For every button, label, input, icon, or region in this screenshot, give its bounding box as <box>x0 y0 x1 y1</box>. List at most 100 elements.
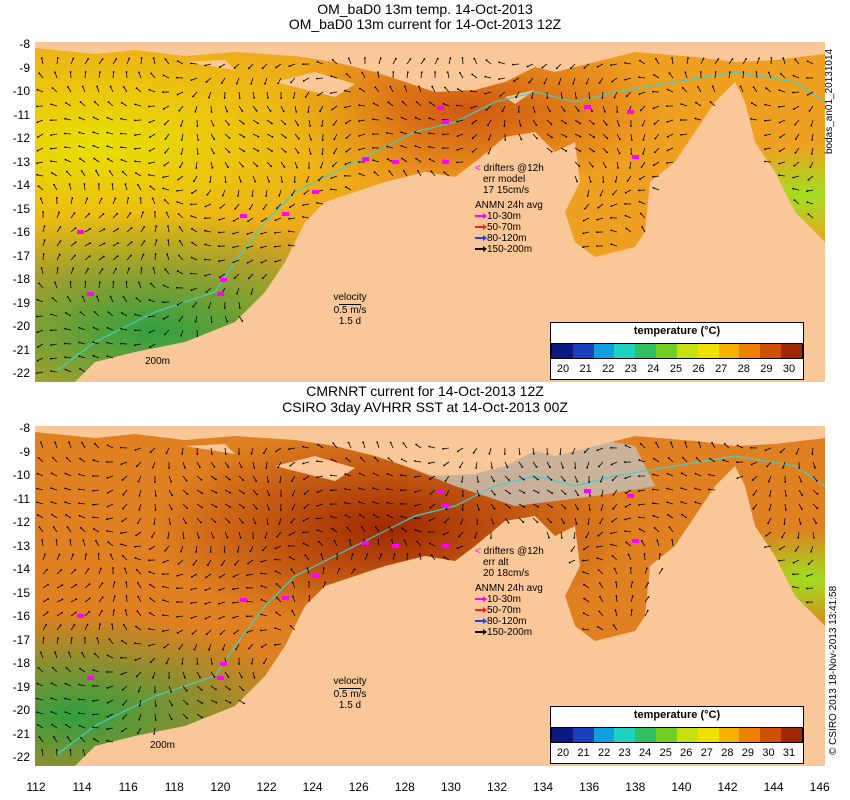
current-arrow <box>125 610 128 617</box>
current-arrowhead <box>646 567 648 570</box>
current-arrow <box>205 273 212 276</box>
current-arrowhead <box>279 481 281 483</box>
current-arrow <box>166 447 170 454</box>
current-arrowhead <box>192 305 195 308</box>
current-arrow <box>177 573 184 577</box>
current-arrowhead <box>778 89 781 91</box>
current-arrow <box>154 226 157 233</box>
current-arrow <box>359 147 366 150</box>
current-arrow <box>345 161 352 165</box>
current-arrowhead <box>345 150 348 153</box>
current-arrowhead <box>444 86 446 89</box>
current-arrow <box>612 475 618 481</box>
current-arrowhead <box>219 633 222 635</box>
colorbar-tick-label: 29 <box>760 363 773 375</box>
top-map-title: OM_baD0 13m temp. 14-Oct-2013 <box>317 1 533 17</box>
current-arrowhead <box>684 71 687 74</box>
current-arrow <box>65 356 72 359</box>
current-arrowhead <box>115 58 118 60</box>
current-arrow <box>122 685 128 691</box>
current-arrow <box>782 58 786 65</box>
current-arrow <box>602 119 608 125</box>
current-arrowhead <box>508 479 511 482</box>
current-arrowhead <box>150 282 152 285</box>
current-arrowhead <box>92 726 94 728</box>
current-arrow <box>779 89 786 93</box>
current-arrowhead <box>155 239 158 242</box>
current-arrowhead <box>40 57 43 59</box>
current-arrow <box>667 89 674 93</box>
current-arrow <box>51 487 58 491</box>
current-arrow <box>140 267 142 275</box>
current-arrow <box>56 240 61 247</box>
current-arrow <box>654 119 660 125</box>
current-arrow <box>560 147 567 152</box>
current-arrow <box>764 119 772 121</box>
current-arrow <box>275 259 282 263</box>
current-arrow <box>304 489 310 495</box>
current-arrowhead <box>215 491 218 494</box>
current-arrowhead <box>136 732 139 734</box>
current-arrow <box>597 217 604 220</box>
current-arrow <box>429 117 436 121</box>
current-arrow <box>238 671 243 678</box>
current-arrowhead <box>236 551 239 553</box>
current-arrow <box>584 447 590 453</box>
current-arrowhead <box>149 136 151 139</box>
current-arrow <box>279 517 282 524</box>
current-arrowhead <box>121 170 124 173</box>
current-arrowhead <box>97 183 100 185</box>
current-arrow <box>430 503 436 509</box>
current-arrow <box>345 186 352 191</box>
current-arrow <box>177 301 184 306</box>
current-arrow <box>560 475 566 481</box>
current-arrowhead <box>346 526 348 529</box>
current-arrowhead <box>806 94 809 96</box>
current-arrow <box>401 458 408 463</box>
current-arrowhead <box>319 110 321 113</box>
current-arrow <box>224 489 231 494</box>
current-arrowhead <box>627 553 630 556</box>
current-arrowhead <box>610 229 613 232</box>
current-arrowhead <box>281 181 284 183</box>
current-arrowhead <box>149 185 152 188</box>
current-arrow <box>308 119 311 126</box>
current-arrowhead <box>344 186 347 188</box>
current-arrowhead <box>134 160 136 163</box>
current-arrow <box>597 447 604 451</box>
current-arrow <box>812 517 817 524</box>
current-arrow <box>51 103 58 107</box>
current-arrow <box>667 161 674 164</box>
current-arrow <box>252 147 259 152</box>
current-arrowhead <box>429 478 431 480</box>
current-arrowhead <box>93 738 95 740</box>
current-arrowhead <box>625 95 628 98</box>
current-arrow <box>107 530 114 533</box>
current-arrowhead <box>308 167 310 169</box>
current-arrow <box>79 515 86 519</box>
current-arrow <box>123 296 128 303</box>
current-arrow <box>193 559 198 566</box>
lon-label: 120 <box>210 780 231 794</box>
current-arrow <box>163 105 170 110</box>
colorbar-segment <box>739 344 761 358</box>
current-arrowhead <box>143 226 146 228</box>
current-arrowhead <box>165 452 168 455</box>
current-arrow <box>811 447 814 455</box>
current-arrow <box>443 531 450 535</box>
current-arrow <box>317 61 324 65</box>
current-arrow <box>149 161 156 164</box>
current-arrowhead <box>195 551 198 553</box>
current-arrow <box>261 585 268 589</box>
drifter-marker <box>437 106 444 110</box>
current-arrowhead <box>59 624 62 627</box>
current-arrow <box>345 147 352 152</box>
current-arrowhead <box>503 453 506 455</box>
current-arrowhead <box>316 77 318 80</box>
top-lat-label: -22 <box>12 366 30 380</box>
current-arrow <box>289 447 296 450</box>
current-arrowhead <box>106 116 109 119</box>
current-arrowhead <box>75 584 77 586</box>
current-arrowhead <box>736 477 739 480</box>
current-arrowhead <box>806 60 809 63</box>
